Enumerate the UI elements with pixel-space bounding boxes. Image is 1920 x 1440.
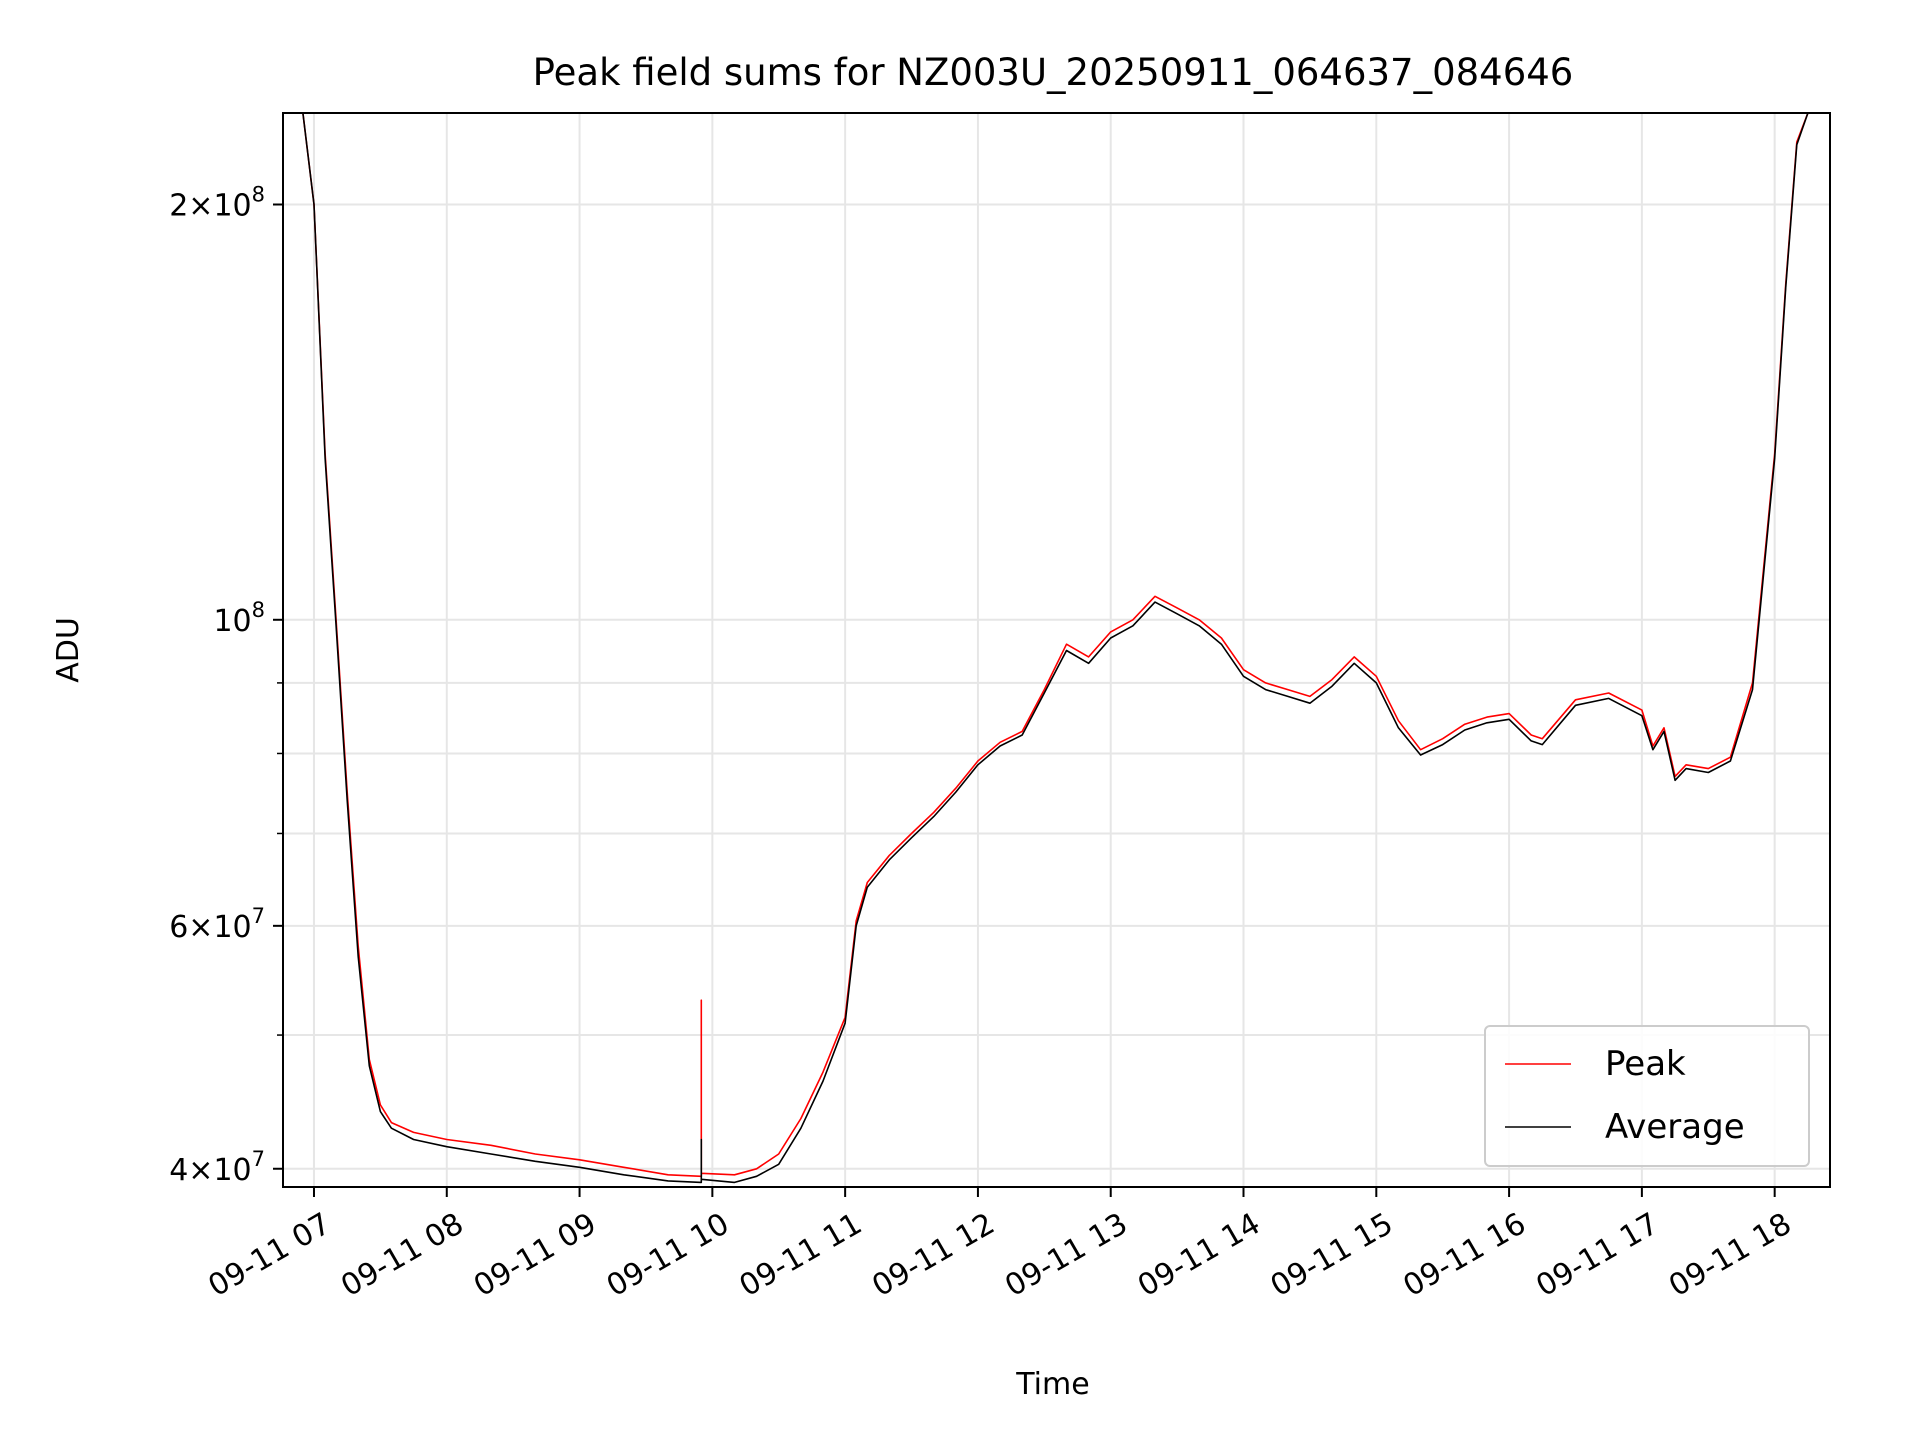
chart-title: Peak field sums for NZ003U_20250911_0646… [533, 51, 1574, 94]
legend-label: Peak [1605, 1044, 1686, 1084]
legend: Peak Average [1484, 1025, 1810, 1167]
y-tick-label: 108 [213, 598, 265, 639]
y-axis-label: ADU [51, 617, 86, 683]
grid [283, 113, 1830, 1187]
series-lines [285, 113, 1830, 1184]
legend-box [1484, 1025, 1810, 1167]
legend-label: Average [1605, 1107, 1745, 1147]
y-tick-label: 6×107 [169, 904, 265, 945]
y-tick-label: 4×107 [169, 1147, 265, 1188]
series-line-peak [285, 113, 1830, 1178]
series-line-average [285, 113, 1830, 1184]
x-axis-label: Time [1015, 1367, 1089, 1402]
plot-frame [282, 112, 1831, 1188]
y-tick-label: 2×108 [169, 182, 265, 223]
